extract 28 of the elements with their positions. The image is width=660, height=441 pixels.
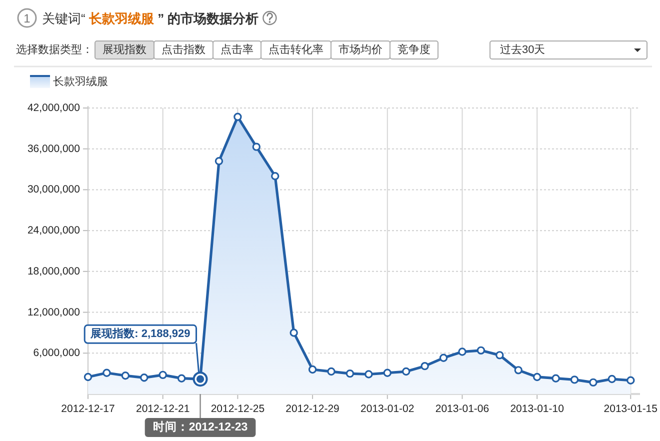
x-tick-label: 2012-12-17 (61, 403, 116, 415)
y-tick-label: 36,000,000 (27, 142, 80, 155)
x-tick-label: 2013-01-15 (604, 403, 658, 415)
y-tick-label: 24,000,000 (27, 224, 80, 237)
text: 展现指数 (102, 44, 146, 56)
y-tick-label: 18,000,000 (27, 265, 80, 278)
text: 点击率 (220, 43, 254, 56)
y-tick-label: 6,000,000 (33, 347, 80, 360)
annotation: 展现指数: 2,188,929 (90, 327, 190, 340)
x-tick-label: 2013-01-10 (510, 403, 564, 415)
text: 市场均价 (338, 43, 382, 56)
x-tick-label: 2012-12-29 (286, 403, 340, 415)
annotation: 时间：2012-12-23 (152, 420, 248, 434)
y-tick-label: 42,000,000 (27, 102, 80, 114)
legend-label: 长款羽绒服 (53, 75, 108, 88)
y-tick-label: 12,000,000 (27, 306, 80, 318)
text: 点击转化率 (268, 43, 324, 56)
y-tick-label: 30,000,000 (27, 184, 80, 196)
text: 选择数据类型： (16, 43, 93, 56)
text: 竞争度 (398, 43, 430, 56)
text: 1 (24, 12, 31, 26)
x-tick-label: 2013-01-06 (435, 403, 490, 415)
text: 过去30天 (500, 43, 546, 56)
chart-title: 关键词“ 长款羽绒服 ” 的市场数据分析 (42, 10, 259, 26)
text: 点击指数 (162, 43, 206, 56)
x-tick-label: 2013-01-02 (360, 403, 414, 415)
x-tick-label: 2012-12-21 (136, 403, 190, 415)
x-tick-label: 2012-12-25 (210, 403, 265, 415)
